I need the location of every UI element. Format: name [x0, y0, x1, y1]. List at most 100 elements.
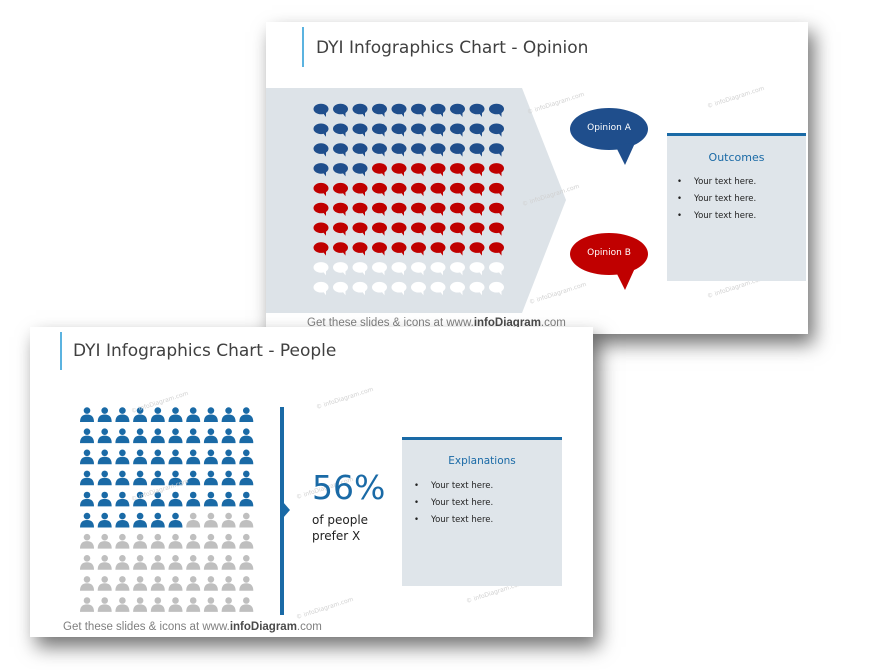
- people-icon-grid: [80, 407, 254, 612]
- person-icon-muted: [239, 576, 254, 591]
- speech-bubble-icon-opinion-b: [313, 202, 329, 216]
- speech-bubble-icon-opinion-a: [411, 123, 426, 137]
- list-item: Your text here.: [677, 177, 756, 194]
- speech-bubble-icon-opinion-b: [469, 182, 485, 197]
- footer-suffix: .com: [296, 621, 322, 633]
- person-icon-muted: [186, 597, 201, 612]
- person-icon-highlighted: [115, 512, 130, 528]
- list-item: Your text here.: [677, 211, 756, 228]
- person-icon-muted: [115, 576, 130, 591]
- speech-bubble-icon-opinion-b: [372, 242, 387, 256]
- person-icon-highlighted: [97, 491, 112, 507]
- person-icon-highlighted: [97, 449, 112, 465]
- person-icon-highlighted: [221, 449, 236, 465]
- person-icon-muted: [150, 597, 165, 612]
- person-icon-highlighted: [150, 491, 165, 507]
- speech-bubble-icon-opinion-b: [352, 222, 368, 236]
- speech-bubble-icon-opinion-b: [372, 202, 387, 216]
- person-icon-highlighted: [115, 470, 130, 486]
- speech-bubble-icon-opinion-a: [352, 103, 368, 117]
- person-icon-highlighted: [203, 449, 218, 465]
- speech-bubble-icon-opinion-b: [489, 182, 504, 197]
- speech-bubble-icon-opinion-a: [352, 123, 368, 137]
- watermark: © infoDiagram.com: [295, 595, 355, 622]
- person-icon-muted: [168, 533, 183, 549]
- speech-bubble-icon-opinion-b: [372, 163, 387, 177]
- person-icon-highlighted: [80, 491, 94, 507]
- speech-bubble-icon-opinion-b: [333, 222, 348, 236]
- percent-caption-line2: prefer X: [312, 529, 361, 543]
- person-icon-highlighted: [115, 407, 130, 422]
- person-icon-highlighted: [80, 512, 94, 528]
- slide-title: DYI Infographics Chart - Opinion: [316, 38, 589, 58]
- person-icon-highlighted: [239, 491, 254, 507]
- speech-bubble-icon-opinion-b: [391, 222, 407, 236]
- speech-bubble-icon-blank: [391, 262, 407, 276]
- speech-bubble-icon-blank: [450, 281, 465, 296]
- explanations-title: Explanations: [448, 455, 516, 467]
- speech-bubble-icon-opinion-b: [352, 202, 368, 216]
- person-icon-muted: [168, 576, 183, 591]
- person-icon-muted: [80, 555, 94, 570]
- person-icon-highlighted: [150, 449, 165, 465]
- person-icon-muted: [203, 576, 218, 591]
- person-icon-muted: [186, 555, 201, 570]
- person-icon-highlighted: [150, 512, 165, 528]
- person-icon-muted: [186, 533, 201, 549]
- speech-bubble-icon-opinion-a: [333, 123, 348, 137]
- person-icon-highlighted: [150, 470, 165, 486]
- speech-bubble-icon-blank: [313, 262, 329, 276]
- opinion-b-bubble: [570, 233, 648, 290]
- speech-bubble-icon-opinion-a: [450, 123, 465, 137]
- speech-bubble-icon-opinion-b: [352, 242, 368, 256]
- person-icon-highlighted: [186, 449, 201, 465]
- percent-caption-line1: of people: [312, 513, 369, 527]
- speech-bubble-icon-blank: [411, 281, 426, 296]
- person-icon-muted: [133, 555, 148, 570]
- person-icon-highlighted: [168, 512, 183, 528]
- speech-bubble-icon-opinion-a: [411, 143, 426, 157]
- speech-bubble-icon-blank: [469, 281, 485, 296]
- speech-bubble-icon-opinion-a: [352, 143, 368, 157]
- person-icon-muted: [203, 533, 218, 549]
- person-icon-muted: [221, 512, 236, 528]
- footer-credit: Get these slides & icons at www.infoDiag…: [63, 621, 322, 633]
- person-icon-highlighted: [133, 470, 148, 486]
- list-item: Your text here.: [414, 515, 493, 532]
- person-icon-muted: [97, 555, 112, 570]
- person-icon-highlighted: [115, 449, 130, 465]
- speech-bubble-icon-blank: [450, 262, 465, 276]
- speech-bubble-icon-opinion-b: [469, 222, 485, 236]
- person-icon-highlighted: [186, 470, 201, 486]
- title-accent-bar: [60, 332, 62, 370]
- person-icon-highlighted: [168, 491, 183, 507]
- speech-bubble-icon-opinion-a: [313, 143, 329, 157]
- speech-bubble-icon-opinion-b: [411, 182, 426, 197]
- speech-bubble-icon-opinion-b: [450, 222, 465, 236]
- footer-brand: infoDiagram: [473, 317, 541, 329]
- person-icon-highlighted: [133, 449, 148, 465]
- speech-bubble-icon-opinion-a: [333, 103, 348, 117]
- person-icon-muted: [221, 576, 236, 591]
- slide-people: DYI Infographics Chart - People © infoDi…: [30, 327, 593, 637]
- speech-bubble-icon-opinion-b: [372, 182, 387, 197]
- person-icon-muted: [239, 533, 254, 549]
- person-icon-muted: [221, 555, 236, 570]
- footer-prefix: Get these slides & icons at www.: [307, 317, 474, 329]
- speech-bubble-icon-opinion-a: [450, 143, 465, 157]
- speech-bubble-icon-opinion-b: [469, 202, 485, 216]
- explanations-panel: Explanations Your text here. Your text h…: [402, 437, 562, 586]
- speech-bubble-icon-opinion-b: [411, 202, 426, 216]
- person-icon-highlighted: [203, 428, 218, 444]
- person-icon-highlighted: [168, 449, 183, 465]
- speech-bubble-icon-blank: [313, 281, 329, 296]
- speech-bubble-icon-blank: [333, 281, 348, 296]
- speech-bubble-icon-blank: [372, 262, 387, 276]
- speech-bubble-icon-opinion-a: [469, 123, 485, 137]
- opinion-a-label: Opinion A: [587, 123, 631, 133]
- speech-bubble-icon-opinion-a: [333, 143, 348, 157]
- person-icon-muted: [168, 597, 183, 612]
- person-icon-highlighted: [150, 407, 165, 422]
- person-icon-highlighted: [239, 449, 254, 465]
- person-icon-highlighted: [203, 407, 218, 422]
